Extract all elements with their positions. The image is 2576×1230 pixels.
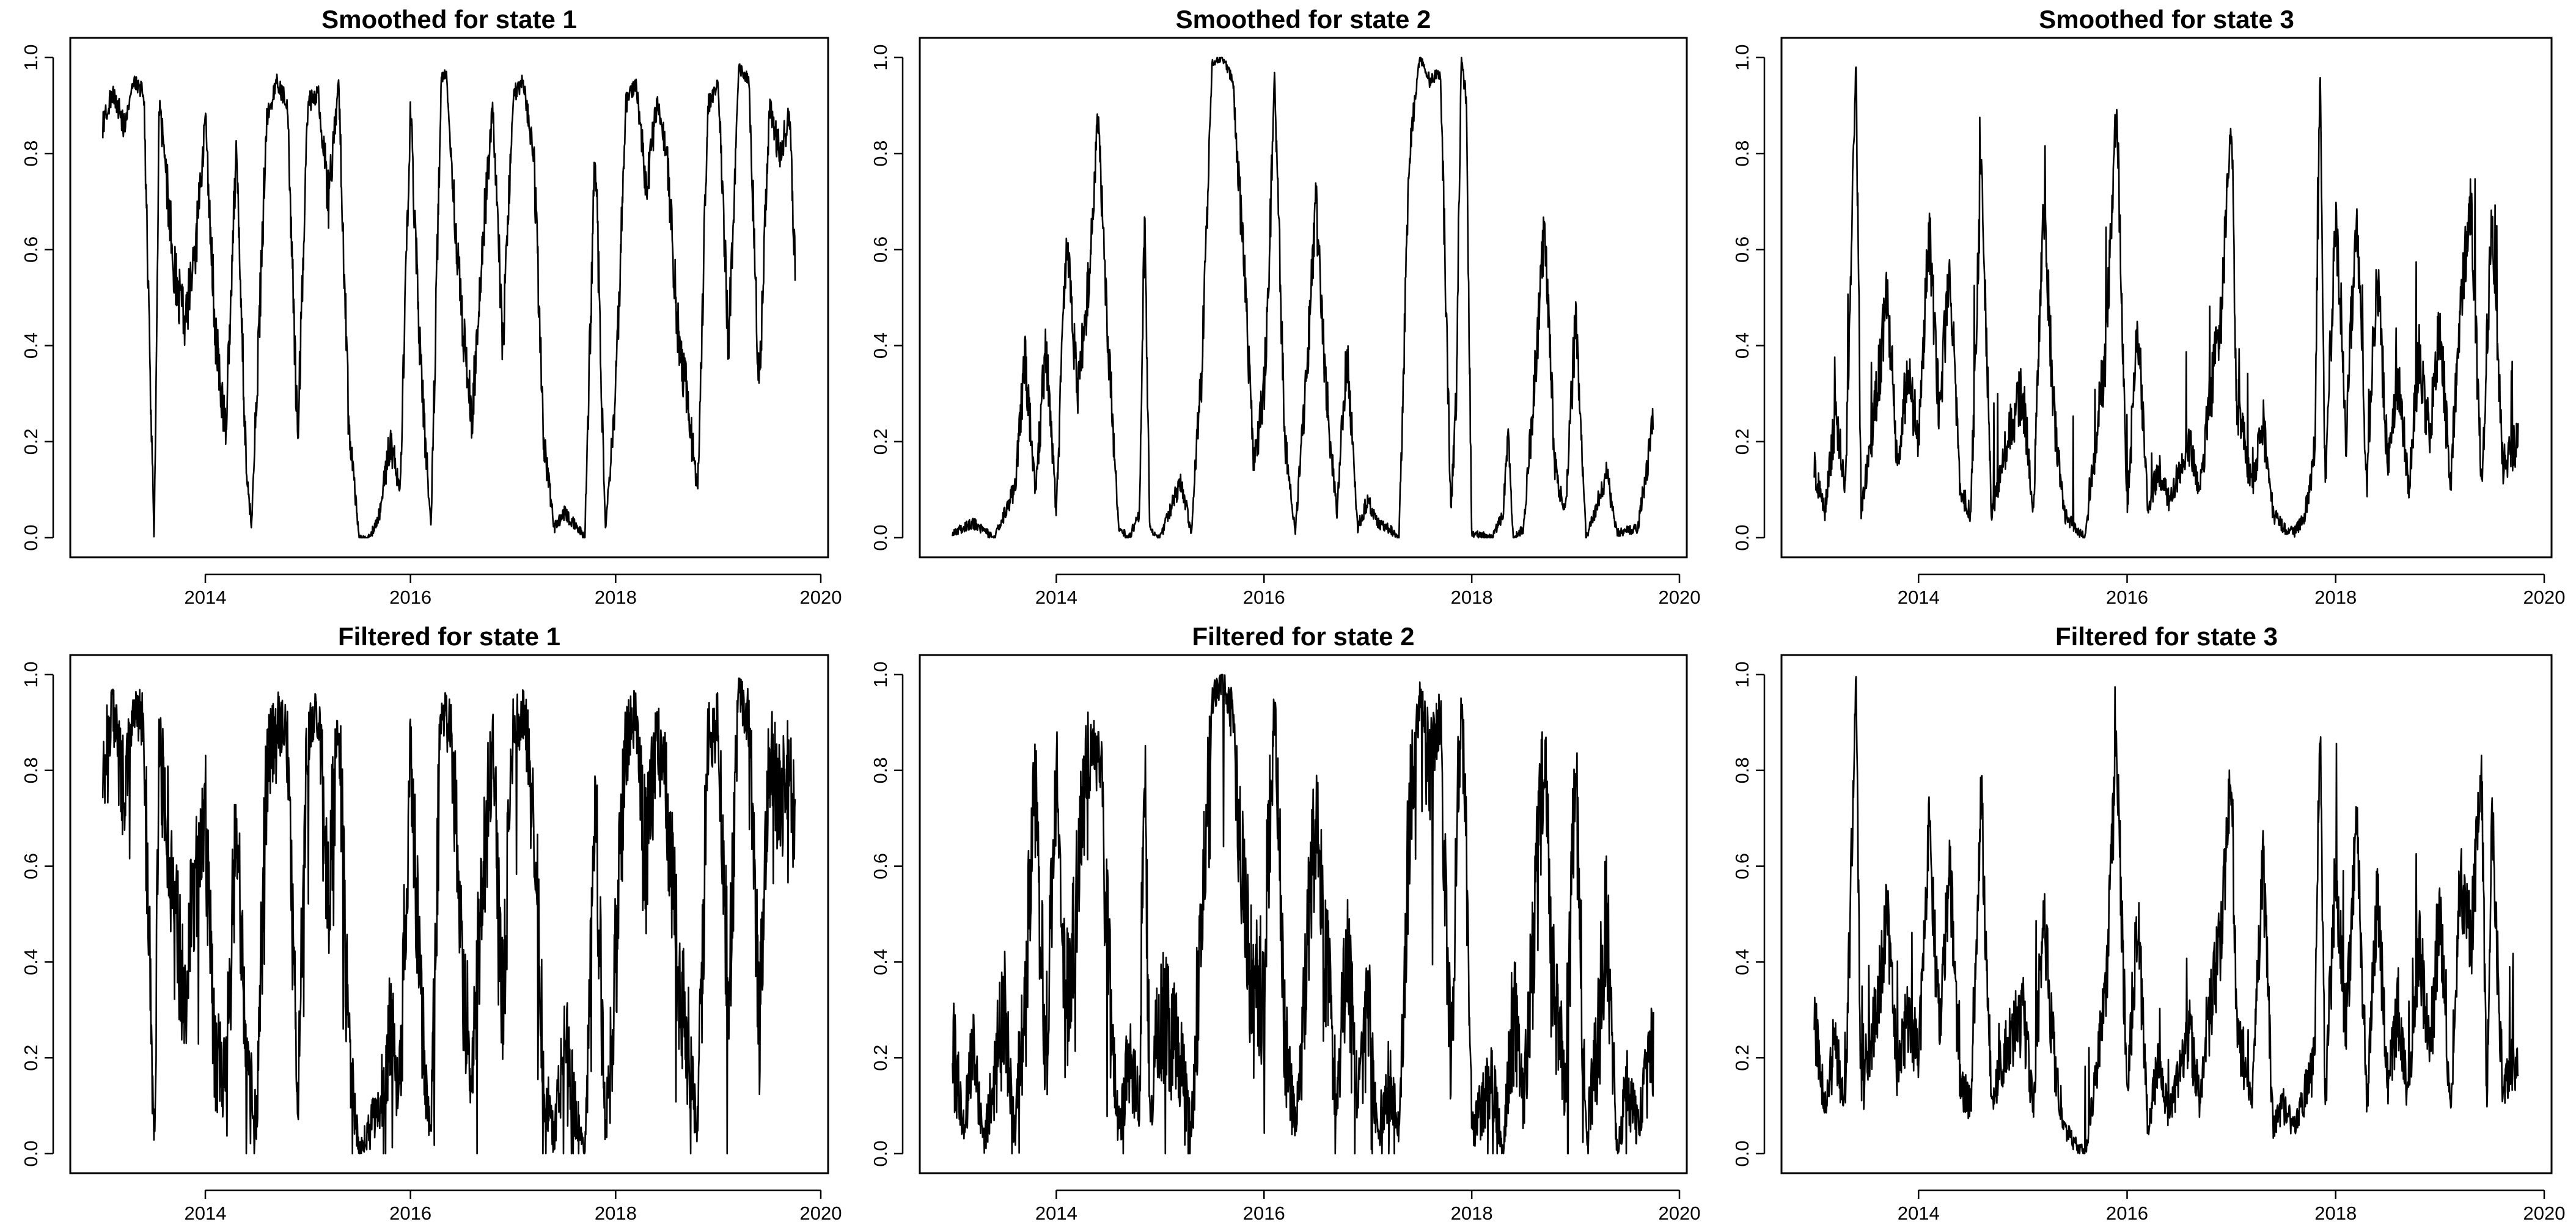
- y-tick-label: 1.0: [1731, 44, 1753, 70]
- y-tick-label: 0.0: [20, 524, 42, 551]
- x-tick-label: 2020: [2523, 587, 2566, 608]
- x-tick-label: 2020: [800, 587, 842, 608]
- y-tick-label: 1.0: [870, 44, 891, 70]
- y-tick-label: 1.0: [1731, 661, 1753, 687]
- y-axis: 0.0 0.2 0.4 0.6 0.8 1.0: [20, 44, 54, 551]
- x-tick-label: 2014: [1898, 587, 1940, 608]
- x-axis: 2014 2016 2018 2020: [1035, 573, 1701, 608]
- x-tick-label: 2018: [595, 1203, 637, 1224]
- y-tick-label: 0.2: [870, 1045, 891, 1071]
- y-axis: 0.0 0.2 0.4 0.6 0.8 1.0: [1731, 44, 1766, 551]
- panel-title: Filtered for state 3: [2055, 622, 2278, 651]
- panel-title: Filtered for state 1: [338, 622, 560, 651]
- y-tick-label: 1.0: [870, 661, 891, 687]
- x-tick-label: 2018: [1451, 1203, 1493, 1224]
- y-tick-label: 0.4: [1731, 949, 1753, 975]
- x-tick-label: 2018: [1451, 587, 1493, 608]
- x-tick-label: 2016: [2106, 1203, 2148, 1224]
- y-tick-label: 0.0: [870, 524, 891, 551]
- y-tick-label: 0.8: [870, 141, 891, 167]
- x-tick-label: 2020: [1659, 587, 1701, 608]
- panel-title: Smoothed for state 3: [2039, 5, 2294, 34]
- y-tick-label: 0.0: [20, 1140, 42, 1166]
- y-tick-label: 0.0: [1731, 1140, 1753, 1166]
- y-tick-label: 0.6: [870, 236, 891, 263]
- x-tick-label: 2020: [1659, 1203, 1701, 1224]
- x-tick-label: 2014: [185, 1203, 227, 1224]
- y-tick-label: 0.8: [1731, 757, 1753, 783]
- y-tick-label: 0.2: [20, 428, 42, 455]
- series-line: [101, 63, 796, 539]
- y-tick-label: 0.8: [20, 757, 42, 783]
- x-axis: 2014 2016 2018 2020: [1035, 1189, 1701, 1224]
- x-tick-label: 2016: [389, 587, 431, 608]
- y-tick-label: 0.8: [1731, 141, 1753, 167]
- y-tick-label: 1.0: [20, 44, 42, 70]
- plot-frame: [69, 37, 829, 558]
- y-axis: 0.0 0.2 0.4 0.6 0.8 1.0: [870, 44, 904, 551]
- y-tick-label: 0.0: [1731, 524, 1753, 551]
- plot-frame: [919, 37, 1688, 558]
- y-tick-label: 0.0: [870, 1140, 891, 1166]
- x-axis: 2014 2016 2018 2020: [1898, 1189, 2566, 1224]
- y-tick-label: 0.6: [20, 853, 42, 879]
- series-line: [1813, 66, 2519, 539]
- x-tick-label: 2014: [1035, 587, 1077, 608]
- x-axis: 2014 2016 2018 2020: [185, 1189, 842, 1224]
- series-line: [101, 677, 796, 1155]
- series-line: [952, 673, 1654, 1155]
- plot-frame: [69, 654, 829, 1174]
- series-line: [952, 56, 1654, 539]
- x-tick-label: 2014: [185, 587, 227, 608]
- y-tick-label: 0.2: [1731, 1045, 1753, 1071]
- x-axis: 2014 2016 2018 2020: [185, 573, 842, 608]
- y-tick-label: 0.6: [1731, 853, 1753, 879]
- x-tick-label: 2018: [2314, 587, 2357, 608]
- x-tick-label: 2014: [1898, 1203, 1940, 1224]
- y-axis: 0.0 0.2 0.4 0.6 0.8 1.0: [20, 661, 54, 1167]
- plot-frame: [919, 654, 1688, 1174]
- x-tick-label: 2014: [1035, 1203, 1077, 1224]
- plot-frame: [1780, 654, 2553, 1174]
- panel-title: Filtered for state 2: [1192, 622, 1414, 651]
- y-tick-label: 0.6: [20, 236, 42, 263]
- panel-title: Smoothed for state 1: [321, 5, 577, 34]
- x-tick-label: 2018: [2314, 1203, 2357, 1224]
- y-axis: 0.0 0.2 0.4 0.6 0.8 1.0: [870, 661, 904, 1167]
- x-tick-label: 2020: [800, 1203, 842, 1224]
- y-tick-label: 0.6: [870, 853, 891, 879]
- y-tick-label: 0.8: [870, 757, 891, 783]
- x-tick-label: 2018: [595, 587, 637, 608]
- y-tick-label: 0.4: [870, 332, 891, 359]
- y-tick-label: 0.2: [20, 1045, 42, 1071]
- y-tick-label: 1.0: [20, 661, 42, 687]
- x-tick-label: 2016: [2106, 587, 2148, 608]
- x-axis: 2014 2016 2018 2020: [1898, 573, 2566, 608]
- x-tick-label: 2016: [1243, 1203, 1285, 1224]
- x-tick-label: 2016: [1243, 587, 1285, 608]
- x-tick-label: 2016: [389, 1203, 431, 1224]
- series-line: [1813, 676, 2519, 1155]
- y-tick-label: 0.8: [20, 141, 42, 167]
- plot-frame: [1780, 37, 2553, 558]
- y-tick-label: 0.2: [1731, 428, 1753, 455]
- y-tick-label: 0.6: [1731, 236, 1753, 263]
- y-tick-label: 0.4: [20, 332, 42, 359]
- y-axis: 0.0 0.2 0.4 0.6 0.8 1.0: [1731, 661, 1766, 1167]
- y-tick-label: 0.4: [870, 949, 891, 975]
- x-tick-label: 2020: [2523, 1203, 2566, 1224]
- panel-title: Smoothed for state 2: [1176, 5, 1431, 34]
- y-tick-label: 0.4: [20, 949, 42, 975]
- y-tick-label: 0.4: [1731, 332, 1753, 359]
- y-tick-label: 0.2: [870, 428, 891, 455]
